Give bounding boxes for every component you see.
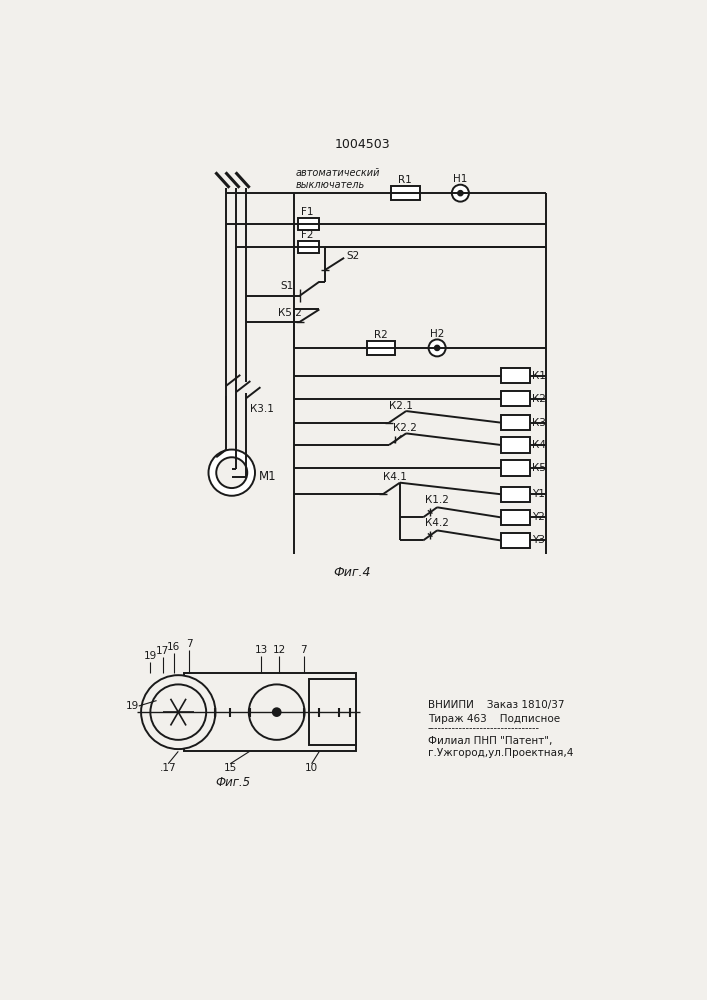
Text: К3.1: К3.1 (250, 404, 274, 414)
Text: Y1: Y1 (532, 489, 545, 499)
Text: К4.2: К4.2 (425, 518, 449, 528)
Circle shape (141, 675, 216, 749)
Circle shape (435, 346, 440, 350)
Text: --------------------------------: -------------------------------- (428, 723, 540, 733)
Text: К1.2: К1.2 (425, 495, 449, 505)
Text: Тираж 463    Подписное: Тираж 463 Подписное (428, 714, 560, 724)
Text: 19: 19 (144, 651, 157, 661)
Text: Фиг.5: Фиг.5 (215, 776, 250, 789)
Text: 12: 12 (272, 645, 286, 655)
Text: Y2: Y2 (532, 512, 545, 522)
Text: 7: 7 (186, 639, 192, 649)
Circle shape (249, 684, 305, 740)
Text: К5: К5 (532, 463, 547, 473)
Text: К5.2: К5.2 (279, 308, 302, 318)
Bar (309, 679, 356, 745)
Text: К4: К4 (532, 440, 547, 450)
Text: ВНИИПИ    Заказ 1810/37: ВНИИПИ Заказ 1810/37 (428, 700, 564, 710)
Bar (184, 673, 356, 751)
Text: S2: S2 (346, 251, 360, 261)
Text: R2: R2 (375, 330, 388, 340)
Bar (501, 533, 530, 548)
Bar (501, 368, 530, 383)
Text: 16: 16 (167, 642, 180, 652)
Text: R1: R1 (399, 175, 412, 185)
Text: F2: F2 (300, 230, 313, 240)
Text: F1: F1 (300, 207, 313, 217)
Circle shape (216, 457, 247, 488)
Bar (368, 341, 395, 355)
Text: H2: H2 (430, 329, 444, 339)
Text: .17: .17 (160, 763, 177, 773)
Bar (391, 186, 420, 200)
Text: YЗ: YЗ (532, 535, 545, 545)
Text: H1: H1 (453, 174, 467, 184)
Text: 10: 10 (305, 763, 318, 773)
Bar (298, 218, 320, 230)
Text: S1: S1 (281, 281, 294, 291)
Text: К2: К2 (532, 394, 547, 404)
Text: 1004503: 1004503 (335, 138, 390, 151)
Text: 19: 19 (126, 701, 139, 711)
Text: К2.1: К2.1 (389, 401, 413, 411)
Bar (501, 415, 530, 430)
Text: Филиал ПНП "Патент",: Филиал ПНП "Патент", (428, 736, 552, 746)
Circle shape (428, 339, 445, 356)
Text: автоматический
выключатель: автоматический выключатель (296, 168, 380, 190)
Text: К4.1: К4.1 (383, 472, 407, 482)
Bar (501, 391, 530, 406)
Text: 15: 15 (223, 763, 237, 773)
Text: К3: К3 (532, 418, 547, 428)
Text: К2.2: К2.2 (393, 423, 417, 433)
Text: г.Ужгород,ул.Проектная,4: г.Ужгород,ул.Проектная,4 (428, 748, 573, 758)
Text: 7: 7 (300, 645, 307, 655)
Text: К1: К1 (532, 371, 547, 381)
Circle shape (452, 185, 469, 202)
Bar (501, 460, 530, 476)
Bar (501, 487, 530, 502)
Bar (501, 510, 530, 525)
Text: 17: 17 (156, 646, 170, 656)
Circle shape (273, 708, 281, 716)
Bar (298, 241, 320, 253)
Circle shape (458, 191, 462, 195)
Text: M1: M1 (259, 470, 276, 483)
Circle shape (209, 450, 255, 496)
Text: 13: 13 (255, 645, 268, 655)
Bar (501, 437, 530, 453)
Circle shape (151, 684, 206, 740)
Text: Фиг.4: Фиг.4 (333, 566, 370, 579)
